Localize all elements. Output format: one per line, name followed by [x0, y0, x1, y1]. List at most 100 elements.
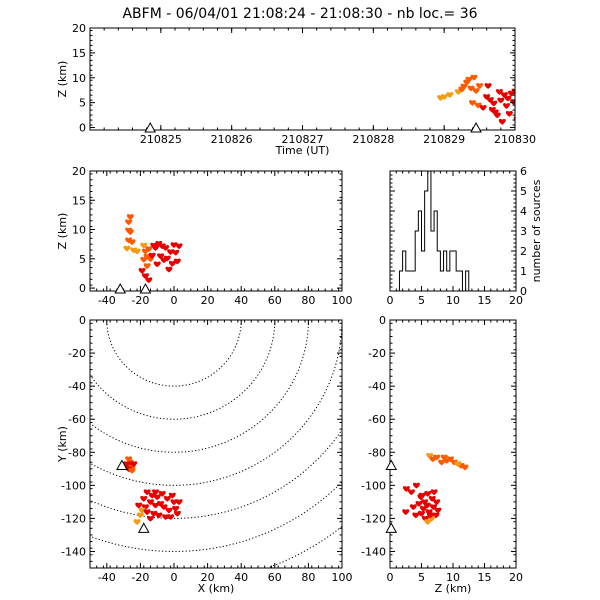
- source-point: [160, 257, 168, 264]
- x-tick-label: 40: [234, 294, 248, 307]
- source-point: [407, 489, 415, 496]
- source-point: [175, 243, 183, 250]
- panel-z-y: 0 5 10 15 20 -140 -120 -100 -80 -60 -40 -20 0 Z (km): [361, 314, 523, 595]
- station-marker: [385, 522, 398, 533]
- source-point: [476, 83, 484, 89]
- histogram-bar: [453, 251, 456, 291]
- y-tick-label: 0: [79, 314, 86, 327]
- histogram-bar: [418, 211, 421, 291]
- x-tick-label: 210829: [423, 133, 465, 146]
- x-tick-label: 5: [418, 571, 425, 584]
- histogram-bar: [399, 271, 402, 291]
- y-tick-label: -120: [61, 512, 86, 525]
- source-point: [461, 464, 469, 471]
- x-tick-label: 0: [171, 571, 178, 584]
- histogram-bar: [459, 271, 462, 291]
- source-point: [173, 510, 181, 517]
- y-tick-label: 6: [520, 165, 527, 178]
- x-tick-label: 40: [234, 571, 248, 584]
- source-point: [418, 510, 425, 517]
- source-point: [470, 74, 478, 81]
- source-point: [126, 214, 134, 220]
- x-tick-label: 210830: [494, 133, 536, 146]
- source-point: [498, 118, 506, 125]
- source-point: [168, 260, 176, 267]
- y-tick-label: 20: [72, 22, 86, 35]
- source-point: [454, 461, 462, 468]
- x-tick-label: -40: [98, 294, 116, 307]
- histogram-bar: [440, 271, 443, 291]
- y-axis-label: Z (km): [56, 213, 69, 250]
- station-marker: [470, 121, 482, 133]
- source-point: [488, 107, 496, 113]
- x-tick-label: 60: [268, 294, 282, 307]
- y-tick-label: 0: [520, 285, 527, 298]
- source-point: [167, 514, 175, 520]
- y-tick-label: -20: [68, 347, 86, 360]
- source-point: [517, 99, 524, 105]
- source-point: [135, 502, 143, 509]
- x-tick-label: 100: [332, 571, 353, 584]
- source-point: [143, 263, 151, 270]
- source-point: [424, 519, 432, 525]
- plot-frame: [389, 319, 517, 569]
- source-point: [409, 504, 417, 511]
- histogram-bar: [431, 231, 434, 291]
- source-point: [125, 219, 133, 226]
- source-point: [136, 512, 144, 519]
- source-point: [417, 494, 425, 501]
- source-point: [152, 245, 160, 251]
- source-point: [490, 100, 498, 107]
- source-point: [479, 105, 487, 111]
- y-tick-label: -100: [61, 479, 86, 492]
- x-tick-label: -20: [131, 571, 149, 584]
- y-tick-label: 10: [72, 72, 86, 85]
- range-contours: [90, 320, 342, 568]
- plot-frame: [89, 319, 343, 569]
- y-tick-label: -100: [361, 479, 386, 492]
- source-point: [415, 500, 423, 507]
- source-point: [152, 489, 160, 496]
- x-tick-label: 0: [387, 294, 394, 307]
- y-tick-label: -140: [361, 545, 386, 558]
- x-tick-label: 20: [201, 294, 215, 307]
- histogram-bar: [412, 271, 415, 291]
- histogram-bar: [425, 191, 428, 291]
- source-point: [138, 267, 146, 274]
- source-point: [437, 95, 445, 101]
- x-tick-label: 80: [301, 294, 315, 307]
- y-tick-label: 0: [79, 282, 86, 295]
- source-point: [472, 88, 480, 94]
- y-tick-label: -140: [61, 545, 86, 558]
- x-tick-label: 0: [171, 294, 178, 307]
- y-tick-label: -60: [368, 413, 386, 426]
- histogram-bar: [403, 251, 406, 291]
- x-tick-label: 210825: [140, 133, 182, 146]
- y-tick-label: 3: [520, 225, 527, 238]
- source-point: [412, 512, 420, 519]
- source-point: [433, 499, 441, 506]
- x-tick-label: 15: [478, 294, 492, 307]
- source-point: [484, 83, 492, 89]
- x-tick-label: 210827: [282, 133, 324, 146]
- source-point: [170, 242, 178, 248]
- source-point: [467, 85, 475, 92]
- x-tick-label: 20: [509, 294, 523, 307]
- x-tick-label: 15: [478, 571, 492, 584]
- source-point: [145, 246, 153, 253]
- panel-x-y: -40 -20 0 20 40 60 80 100 -140 -120 -100 -80 -60 -40 -…: [56, 314, 353, 595]
- x-tick-label: 0: [387, 571, 394, 584]
- source-point: [148, 252, 156, 259]
- source-point: [423, 502, 431, 509]
- source-point: [143, 509, 151, 515]
- source-point: [515, 90, 522, 96]
- y-tick-label: -80: [68, 446, 86, 459]
- y-tick-label: -20: [368, 347, 386, 360]
- source-point: [146, 515, 154, 522]
- range-contour: [90, 320, 276, 420]
- source-point: [150, 510, 158, 517]
- source-point: [128, 467, 136, 474]
- source-point: [145, 277, 153, 284]
- plot-frame: [89, 170, 343, 292]
